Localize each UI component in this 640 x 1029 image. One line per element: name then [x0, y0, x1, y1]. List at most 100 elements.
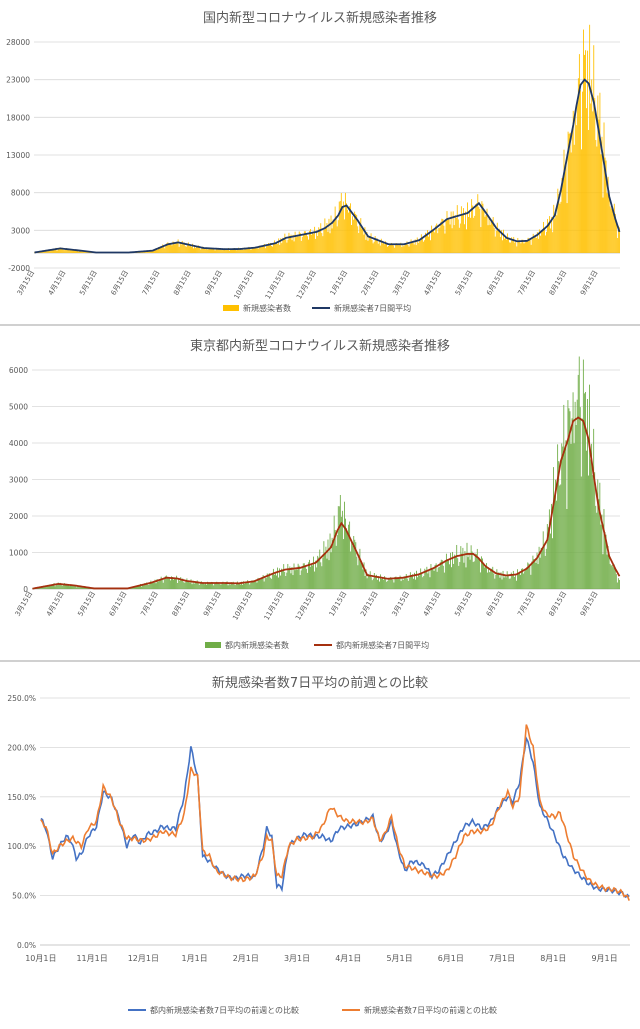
bar-mark: [556, 215, 557, 253]
bar-mark: [408, 581, 409, 589]
bar-mark: [464, 224, 465, 253]
bar-mark: [256, 248, 257, 253]
bar-mark: [177, 583, 178, 589]
bar-mark: [257, 248, 258, 253]
bar-mark: [410, 244, 411, 253]
bar-mark: [67, 585, 68, 589]
bar-mark: [432, 230, 433, 253]
bar-mark: [465, 551, 466, 589]
bar-mark: [474, 216, 475, 253]
bar-mark: [619, 580, 620, 589]
bar-mark: [439, 567, 440, 589]
bar-mark: [491, 569, 492, 589]
bar-mark: [63, 250, 64, 253]
bar-mark: [503, 230, 504, 253]
bar-mark: [258, 249, 259, 253]
bar-mark: [293, 575, 294, 589]
bar-mark: [275, 572, 276, 589]
bar-mark: [571, 152, 572, 252]
bar-mark: [502, 579, 503, 589]
bar-mark: [306, 569, 307, 589]
bar-mark: [455, 557, 456, 589]
bar-mark: [553, 467, 554, 589]
bar-mark: [391, 579, 392, 589]
bar-mark: [248, 582, 249, 589]
bar-mark: [456, 545, 457, 589]
bar-mark: [234, 584, 235, 589]
bar-mark: [588, 476, 589, 589]
bar-mark: [443, 226, 444, 253]
bar-mark: [457, 558, 458, 589]
bar-mark: [351, 225, 352, 253]
bar-mark: [442, 560, 443, 589]
bar-mark: [451, 567, 452, 589]
bar-mark: [401, 581, 402, 589]
bar-mark: [320, 223, 321, 253]
bar-mark: [198, 583, 199, 589]
bar-mark: [449, 219, 450, 253]
bar-mark: [438, 567, 439, 589]
bar-mark: [485, 567, 486, 589]
bar-mark: [320, 562, 321, 589]
bar-mark: [516, 581, 517, 589]
chart-legend: 新規感染者数 新規感染者7日間平均: [223, 303, 411, 313]
bar-mark: [360, 562, 361, 589]
bar-mark: [545, 235, 546, 253]
bar-mark: [548, 223, 549, 253]
bar-mark: [322, 558, 323, 589]
bar-mark: [512, 574, 513, 589]
bar-mark: [496, 569, 497, 589]
bar-mark: [345, 193, 346, 253]
bar-mark: [397, 579, 398, 589]
bar-mark: [467, 543, 468, 589]
bar-mark: [183, 243, 184, 253]
bar-mark: [572, 418, 573, 589]
bar-mark: [583, 360, 584, 589]
bar-mark: [617, 238, 618, 253]
bar-mark: [399, 579, 400, 589]
legend-label-national: 新規感染者数7日平均の前週との比較: [364, 1005, 497, 1015]
bar-mark: [73, 250, 74, 253]
bar-mark: [194, 584, 195, 589]
y-tick-label: 28000: [6, 38, 30, 47]
bar-mark: [500, 237, 501, 253]
x-tick-label: 12月15日: [295, 269, 318, 301]
y-tick-label: 1000: [9, 549, 28, 558]
bar-mark: [498, 229, 499, 253]
x-tick-label: 8月1日: [540, 954, 566, 963]
bar-mark: [508, 239, 509, 253]
bar-mark: [71, 251, 72, 253]
bar-mark: [267, 246, 268, 253]
bar-mark: [445, 561, 446, 589]
bar-mark: [595, 506, 596, 589]
bar-mark: [536, 238, 537, 253]
bar-mark: [328, 540, 329, 589]
bar-mark: [76, 587, 77, 589]
bar-mark: [374, 242, 375, 253]
bar-mark: [427, 573, 428, 589]
bar-mark: [240, 584, 241, 589]
bar-mark: [506, 240, 507, 253]
bar-mark: [359, 549, 360, 589]
bar-mark: [301, 570, 302, 589]
bar-mark: [151, 583, 152, 589]
bar-mark: [149, 583, 150, 589]
x-tick-label: 1月15日: [329, 269, 350, 297]
bar-mark: [238, 584, 239, 589]
bar-mark: [538, 564, 539, 589]
bar-mark: [479, 209, 480, 253]
bar-mark: [509, 242, 510, 253]
x-tick-label: 9月15日: [579, 590, 600, 618]
x-tick-label: 7月15日: [516, 269, 537, 297]
x-tick-label: 4月15日: [423, 269, 444, 297]
bar-mark: [303, 234, 304, 253]
bar-mark: [607, 193, 608, 253]
bar-mark: [351, 540, 352, 589]
bar-mark: [599, 483, 600, 589]
x-tick-label: 7月15日: [139, 590, 160, 618]
bar-mark: [369, 576, 370, 589]
bar-mark: [394, 248, 395, 253]
bar-mark: [610, 206, 611, 253]
bar-mark: [433, 230, 434, 253]
bar-mark: [200, 249, 201, 252]
